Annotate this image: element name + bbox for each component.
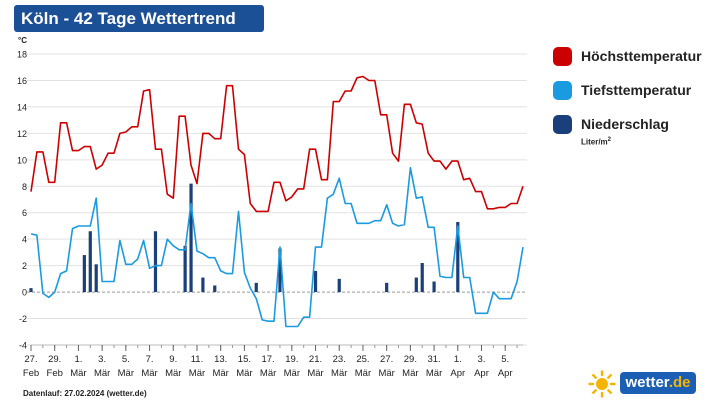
precipitation-bar — [201, 277, 205, 293]
x-tick-day: 29. — [404, 354, 417, 365]
legend-swatch-precip — [553, 115, 572, 134]
precipitation-bar — [456, 221, 460, 293]
x-tick-month: Apr — [498, 368, 513, 379]
y-tick-label: 6 — [22, 208, 27, 218]
precipitation-bar — [420, 262, 424, 293]
y-tick-label: 18 — [17, 50, 27, 60]
y-tick-label: 4 — [22, 235, 27, 245]
y-tick-label: 14 — [17, 102, 27, 112]
x-tick-day: 3. — [478, 354, 486, 365]
precipitation-bar — [94, 264, 98, 293]
y-tick-label: -4 — [19, 341, 27, 351]
x-tick-day: 13. — [214, 354, 227, 365]
x-tick-month: Mär — [94, 368, 110, 379]
x-tick-day: 27. — [380, 354, 393, 365]
x-tick-day: 19. — [285, 354, 298, 365]
x-tick-day: 7. — [146, 354, 154, 365]
x-tick-day: 17. — [261, 354, 274, 365]
sun-icon — [588, 370, 616, 398]
x-tick-day: 15. — [238, 354, 251, 365]
y-tick-label: 8 — [22, 182, 27, 192]
x-tick-month: Mär — [355, 368, 371, 379]
y-tick-label: 12 — [17, 129, 27, 139]
x-tick-day: 21. — [309, 354, 322, 365]
x-tick-day: 23. — [333, 354, 346, 365]
precipitation-bar — [278, 248, 282, 293]
precipitation-unit: Liter/m2 — [581, 137, 611, 147]
precipitation-bar — [432, 281, 436, 293]
precipitation-bars — [29, 183, 460, 293]
x-tick-day: 27. — [24, 354, 37, 365]
x-tick-month: Mär — [165, 368, 181, 379]
x-tick-day: 1. — [74, 354, 82, 365]
precipitation-bar — [29, 288, 33, 293]
max-temp-line — [30, 75, 524, 213]
precipitation-bar — [414, 277, 418, 293]
precipitation-bar — [88, 231, 92, 293]
temperature-lines — [30, 75, 524, 328]
legend-label-min: Tiefsttemperatur — [581, 82, 692, 98]
y-tick-label: 0 — [22, 288, 27, 298]
x-tick-day: 5. — [501, 354, 509, 365]
y-unit-label: °C — [18, 36, 27, 45]
x-tick-day: 25. — [356, 354, 369, 365]
x-tick-month: Mär — [402, 368, 418, 379]
y-tick-label: -2 — [19, 314, 27, 324]
legend-swatch-max — [553, 47, 572, 66]
x-tick-month: Mär — [118, 368, 134, 379]
precipitation-bar — [189, 183, 193, 293]
x-tick-month: Mär — [236, 368, 252, 379]
x-tick-day: 31. — [427, 354, 440, 365]
x-tick-month: Mär — [212, 368, 228, 379]
x-tick-month: Mär — [331, 368, 347, 379]
x-tick-day: 11. — [191, 354, 204, 365]
precipitation-bar — [337, 278, 341, 293]
x-tick-day: 5. — [122, 354, 130, 365]
precipitation-unit-text: Liter/m — [581, 137, 608, 147]
precipitation-bar — [82, 255, 86, 293]
x-tick-month: Apr — [450, 368, 465, 379]
x-tick-month: Feb — [23, 368, 39, 379]
wetter-de-logo[interactable]: wetter.de — [588, 370, 700, 398]
legend-swatch-min — [553, 81, 572, 100]
legend-label-max: Höchsttemperatur — [581, 48, 702, 64]
data-run-note: Datenlauf: 27.02.2024 (wetter.de) — [23, 389, 147, 398]
x-tick-day: 29. — [48, 354, 61, 365]
chart-grid — [27, 53, 527, 346]
min-temp-line — [30, 167, 524, 328]
x-tick-day: 3. — [98, 354, 106, 365]
logo-text: wetter — [625, 374, 669, 391]
legend-label-precip: Niederschlag — [581, 116, 669, 132]
precipitation-bar — [313, 270, 318, 293]
precipitation-bar — [183, 245, 187, 293]
x-tick-month: Mär — [426, 368, 442, 379]
precipitation-bar — [213, 285, 217, 293]
precipitation-unit-sup: 2 — [607, 137, 612, 143]
y-tick-label: 16 — [17, 76, 27, 86]
precipitation-bar — [254, 282, 258, 293]
chart-axes: -4 -2 0 2 4 6 8 10 12 14 16 18 °C 27. Feb 29. Feb 1. Mär 3.… — [17, 36, 523, 379]
y-tick-label: 2 — [22, 261, 27, 271]
x-tick-month: Mär — [141, 368, 157, 379]
logo-wordmark: wetter.de — [620, 372, 696, 394]
logo-tld: .de — [668, 374, 691, 391]
x-tick-month: Mär — [189, 368, 205, 379]
x-tick-month: Mär — [284, 368, 300, 379]
x-tick-month: Mär — [260, 368, 276, 379]
chart-title: Köln - 42 Tage Wettertrend — [14, 5, 264, 32]
x-tick-day: 1. — [454, 354, 462, 365]
precipitation-bar — [385, 282, 389, 293]
x-tick-day: 9. — [169, 354, 177, 365]
precipitation-bar — [153, 231, 158, 293]
x-tick-month: Apr — [474, 368, 489, 379]
x-tick-month: Feb — [47, 368, 63, 379]
x-tick-month: Mär — [378, 368, 394, 379]
x-tick-month: Mär — [307, 368, 323, 379]
y-tick-label: 10 — [17, 155, 27, 165]
x-tick-month: Mär — [70, 368, 86, 379]
